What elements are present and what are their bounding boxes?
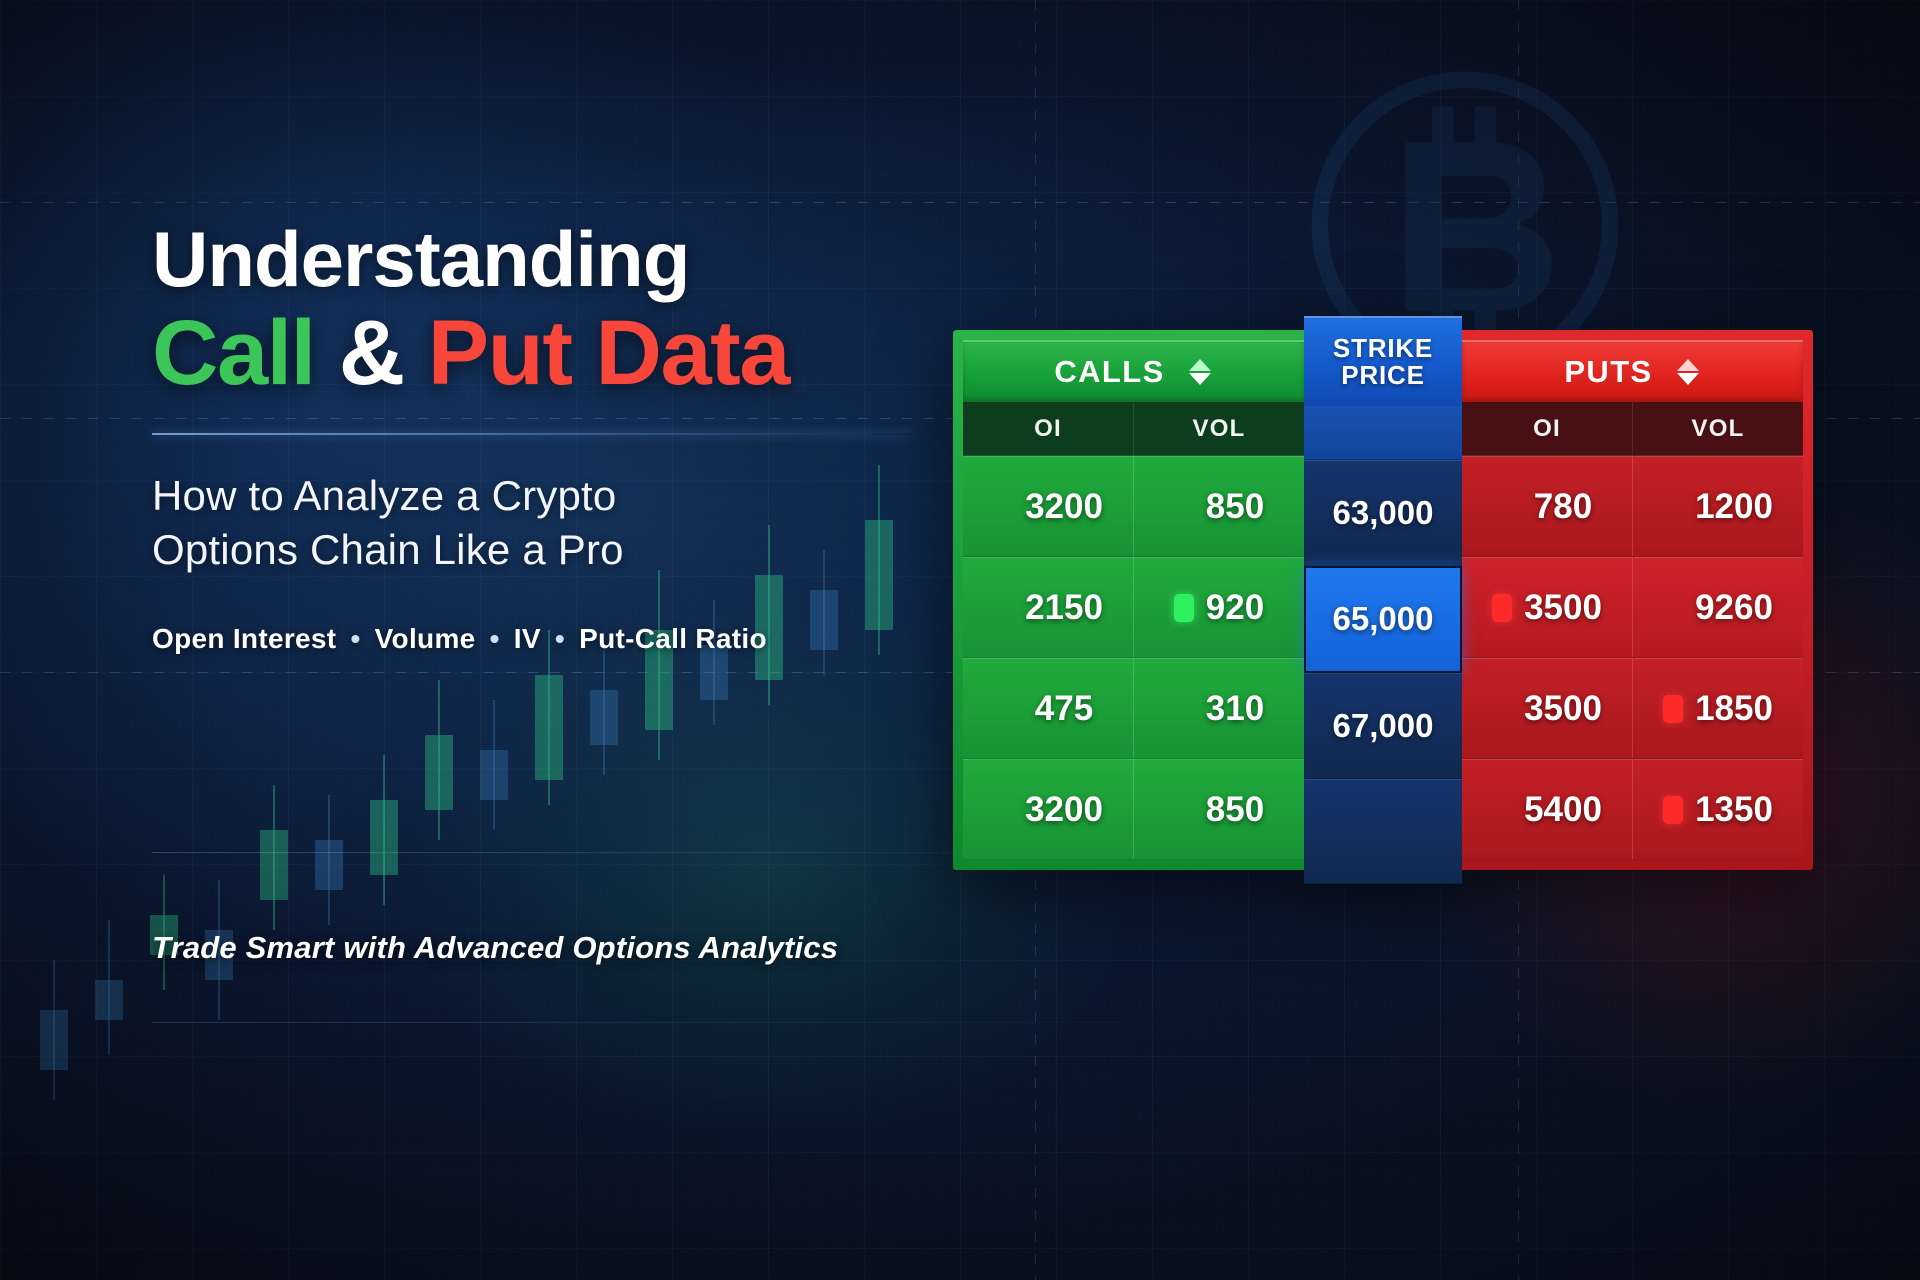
puts-vol-cell[interactable]: 9260 xyxy=(1632,558,1803,657)
headline-line-2: Call & Put Data xyxy=(152,307,942,399)
puts-oi-cell[interactable]: 3500 xyxy=(1462,659,1632,758)
puts-vol-cell[interactable]: 1200 xyxy=(1632,457,1803,556)
puts-oi-cell[interactable]: 780 xyxy=(1462,457,1632,556)
green-flag-icon xyxy=(1173,593,1194,622)
section-divider-upper xyxy=(152,852,1232,853)
calls-group-header[interactable]: CALLS xyxy=(963,340,1304,402)
calls-oi-cell-value: 3200 xyxy=(1025,486,1103,526)
section-divider-lower xyxy=(152,1022,1232,1023)
calls-oi-cell-value: 2150 xyxy=(1025,587,1103,627)
puts-vol-cell-value: 9260 xyxy=(1695,587,1773,627)
calls-header-label: CALLS xyxy=(1054,354,1165,389)
puts-vol-cell-value: 1850 xyxy=(1695,688,1773,728)
strike-price-cell[interactable]: 63,000 xyxy=(1304,460,1462,566)
table-row[interactable]: 2150 920 xyxy=(963,557,1304,658)
feature-separator: • xyxy=(342,622,369,654)
strike-price-cell[interactable] xyxy=(1304,778,1462,884)
feature-separator: • xyxy=(546,622,574,654)
calls-oi-cell[interactable]: 3200 xyxy=(963,457,1133,556)
table-row[interactable]: 3200 850 xyxy=(963,456,1304,557)
headline-line-1: Understanding xyxy=(152,215,690,303)
table-row[interactable]: 3500 9260 xyxy=(1462,557,1803,658)
puts-oi-cell-value: 3500 xyxy=(1524,688,1602,728)
tagline: Trade Smart with Advanced Options Analyt… xyxy=(152,930,839,965)
calls-oi-cell[interactable]: 2150 xyxy=(963,558,1133,657)
table-row[interactable]: 3200 850 xyxy=(963,759,1304,860)
feature-item: IV xyxy=(513,622,541,654)
puts-oi-cell[interactable]: 5400 xyxy=(1462,760,1632,859)
table-row[interactable]: 5400 1350 xyxy=(1462,759,1803,860)
table-row[interactable]: 780 1200 xyxy=(1462,456,1803,557)
calls-oi-cell[interactable]: 3200 xyxy=(963,760,1133,859)
calls-column: CALLS OI VOL 3200 850 2150 920 475 310 3200 850 xyxy=(953,330,1304,870)
puts-vol-cell-value: 1350 xyxy=(1695,789,1773,829)
strike-header-line-1: STRIKE xyxy=(1332,333,1434,364)
options-chain-table[interactable]: CALLS OI VOL 3200 850 2150 920 475 310 3200 850… xyxy=(953,316,1813,884)
calls-subheader-row: OI VOL xyxy=(963,402,1304,456)
puts-oi-cell[interactable]: 3500 xyxy=(1462,558,1632,657)
strike-group-header: STRIKE PRICE xyxy=(1304,316,1462,406)
calls-vol-cell-value: 850 xyxy=(1205,789,1265,829)
calls-vol-cell[interactable]: 920 xyxy=(1133,558,1304,657)
calls-oi-cell-value: 3200 xyxy=(1025,789,1103,829)
headline-ampersand: & xyxy=(314,302,428,405)
puts-column: PUTS OI VOL 780 1200 3500 9260 3500 1850 5400 1… xyxy=(1462,330,1813,870)
strike-price-cell[interactable]: 67,000 xyxy=(1304,673,1462,779)
calls-oi-cell-value: 475 xyxy=(1034,688,1094,728)
calls-vol-cell-value: 920 xyxy=(1205,587,1265,627)
strike-price-value: 63,000 xyxy=(1332,493,1434,531)
subtitle-line-1: How to Analyze a Crypto xyxy=(152,472,617,520)
feature-separator: • xyxy=(481,622,508,654)
calls-vol-cell-value: 310 xyxy=(1205,688,1265,728)
feature-item: Open Interest xyxy=(152,622,337,654)
calls-subheader-oi: OI xyxy=(1034,414,1062,442)
calls-subheader-vol: VOL xyxy=(1133,402,1304,455)
strike-subheader-row xyxy=(1304,406,1462,460)
strike-price-value: 65,000 xyxy=(1332,600,1434,638)
red-flag-icon xyxy=(1492,593,1513,622)
calls-oi-cell[interactable]: 475 xyxy=(963,659,1133,758)
puts-oi-cell-value: 5400 xyxy=(1524,789,1602,829)
sort-diamond-icon[interactable] xyxy=(1675,357,1701,387)
red-flag-icon xyxy=(1663,694,1684,723)
feature-list: Open Interest • Volume • IV • Put-Call R… xyxy=(152,623,942,655)
headline-put-word: Put Data xyxy=(427,302,791,405)
feature-item: Put-Call Ratio xyxy=(579,622,767,654)
table-row[interactable]: 3500 1850 xyxy=(1462,658,1803,759)
puts-subheader-row: OI VOL xyxy=(1462,402,1803,456)
strike-price-cell[interactable]: 65,000 xyxy=(1304,565,1462,673)
calls-vol-cell[interactable]: 850 xyxy=(1133,760,1304,859)
puts-vol-cell[interactable]: 1850 xyxy=(1632,659,1803,758)
subtitle: How to Analyze a Crypto Options Chain Li… xyxy=(152,469,942,577)
calls-vol-cell[interactable]: 850 xyxy=(1133,457,1304,556)
headline-call-word: Call xyxy=(152,302,316,405)
puts-vol-cell-value: 1200 xyxy=(1695,486,1773,526)
table-row[interactable]: 475 310 xyxy=(963,658,1304,759)
feature-item: Volume xyxy=(374,622,476,654)
strike-header-line-2: PRICE xyxy=(1341,360,1425,390)
headline-block: Understanding Call & Put Data How to Ana… xyxy=(152,215,942,655)
puts-subheader-vol: VOL xyxy=(1632,402,1803,455)
strike-price-value: 67,000 xyxy=(1332,706,1434,744)
calls-vol-cell-value: 850 xyxy=(1205,486,1265,526)
sort-diamond-icon[interactable] xyxy=(1187,357,1213,387)
calls-vol-cell[interactable]: 310 xyxy=(1133,659,1304,758)
headline-divider xyxy=(152,433,912,436)
puts-subheader-oi: OI xyxy=(1533,414,1561,442)
puts-oi-cell-value: 3500 xyxy=(1524,587,1602,627)
puts-vol-cell[interactable]: 1350 xyxy=(1632,760,1803,859)
subtitle-line-2: Options Chain Like a Pro xyxy=(152,526,624,574)
red-flag-icon xyxy=(1663,795,1684,824)
puts-group-header[interactable]: PUTS xyxy=(1462,340,1803,402)
puts-oi-cell-value: 780 xyxy=(1533,486,1593,526)
strike-price-column: STRIKE PRICE 63,000 65,000 67,000 xyxy=(1304,316,1462,884)
puts-header-label: PUTS xyxy=(1564,354,1653,389)
